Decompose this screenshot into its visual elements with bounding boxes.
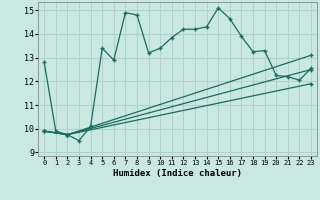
X-axis label: Humidex (Indice chaleur): Humidex (Indice chaleur) xyxy=(113,169,242,178)
